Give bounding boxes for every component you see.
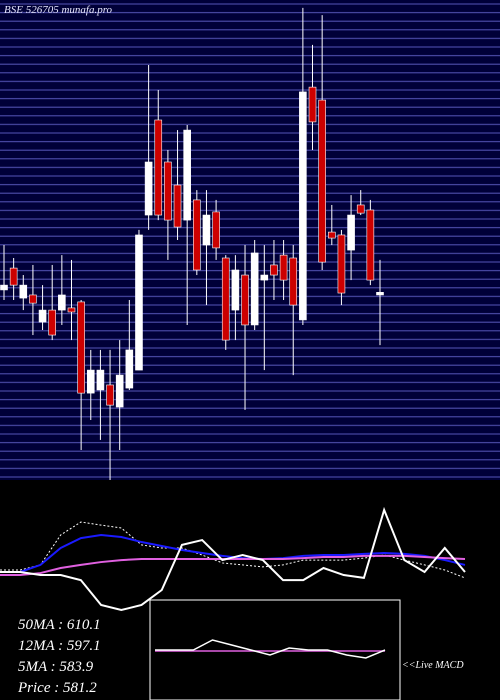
candle-body [29, 294, 37, 304]
ma-line [0, 521, 466, 579]
candle-body [366, 209, 375, 281]
candle-body [115, 374, 124, 408]
candle-body [144, 161, 153, 216]
candle-body [376, 292, 384, 296]
candle-body [250, 252, 259, 326]
candle-body [318, 99, 326, 263]
candle-body [0, 284, 8, 291]
candle-body [154, 119, 163, 216]
candle-body [173, 184, 182, 228]
candle-body [221, 257, 230, 341]
candle-body [9, 267, 18, 286]
chart-title: BSE 526705 munafa.pro [4, 4, 113, 16]
candle-body [58, 294, 66, 311]
macd-line [155, 639, 386, 659]
candle-body [279, 254, 288, 281]
candle-body [19, 284, 28, 299]
candle-body [212, 211, 220, 249]
candle-body [193, 199, 201, 271]
candle-body [356, 204, 365, 214]
candle-body [48, 309, 57, 336]
candle-body [77, 301, 85, 394]
candle-body [308, 86, 317, 123]
candle-body [337, 234, 346, 294]
price-panel [0, 0, 500, 480]
candle-body [135, 234, 143, 371]
candle-body [202, 214, 211, 246]
candle-body [347, 214, 355, 251]
candle-body [164, 161, 172, 221]
candle-body [289, 257, 298, 306]
price-label: Price : 581.2 [17, 680, 97, 696]
candle-body [231, 269, 240, 311]
candle-body [106, 384, 114, 406]
candle-body [270, 264, 278, 276]
candle-body [260, 274, 269, 281]
ma-line [0, 506, 466, 612]
candle-body [125, 349, 134, 389]
ma12-label: 12MA : 597.1 [18, 638, 101, 654]
macd-label: <<Live MACD [402, 660, 464, 671]
candle-body [299, 91, 307, 321]
candle-body [241, 274, 249, 326]
candle-body [67, 307, 76, 313]
ma5-label: 5MA : 583.9 [18, 659, 94, 675]
ma-line [0, 554, 466, 577]
ma50-label: 50MA : 610.1 [18, 617, 101, 633]
candle-body [96, 369, 105, 391]
candle-body [38, 309, 47, 323]
candle-body [183, 129, 191, 221]
candle-body [86, 369, 95, 394]
candle-body [327, 231, 336, 239]
